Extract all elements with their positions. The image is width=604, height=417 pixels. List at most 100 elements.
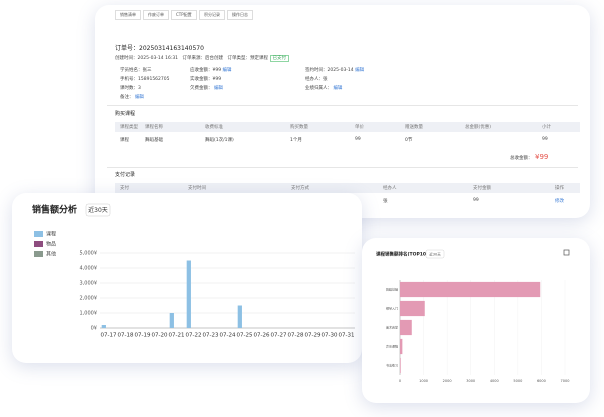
x-tick-label: 3000: [466, 379, 475, 383]
th: 课程类型: [120, 125, 138, 130]
ranking-card: 课程销售额排名(TOP10) 近30天 0 1000 2000 3000 4000 5000 6…: [362, 238, 590, 403]
ranking-chart: 课程销售额排名(TOP10) 近30天 0 1000 2000 3000 4000 5000 6…: [376, 249, 570, 383]
download-icon[interactable]: [563, 249, 570, 256]
x-tick-label: 07-18: [118, 333, 134, 339]
x-tick-label: 07-30: [322, 333, 338, 339]
y-tick-label: 0¥: [91, 326, 97, 332]
order-meta: 创建时间：2025-03-14 16:31 订单来源：后台创建 订单类型：预定课…: [115, 55, 289, 62]
total-label: 总收金额：: [510, 156, 533, 161]
y-tick-label: 3,000¥: [80, 281, 98, 287]
th: 总金额(优惠): [465, 125, 492, 130]
tab[interactable]: CTP配置: [171, 10, 197, 20]
info-value: 2025-03-14: [327, 68, 354, 73]
x-tick-label: 07-17: [101, 333, 117, 339]
y-tick-label: 1,000¥: [80, 311, 98, 317]
td: 99: [542, 137, 548, 142]
chart-title: 销售额分析: [32, 204, 77, 216]
status-tag: 已支付: [269, 55, 289, 62]
x-tick-label: 07-29: [305, 333, 321, 339]
bar: [101, 325, 106, 328]
info-value: ¥99: [212, 77, 222, 82]
info-link[interactable]: 编辑: [222, 68, 232, 73]
x-tick-label: 07-28: [288, 333, 304, 339]
tag-box: [85, 203, 111, 217]
x-tick-label: 6000: [537, 379, 546, 383]
tab[interactable]: 操作日志: [227, 10, 253, 20]
x-tick-label: 07-22: [186, 333, 202, 339]
info-link[interactable]: 编辑: [355, 68, 365, 73]
info-item: 欠费金额： 编辑: [190, 85, 223, 91]
bar: [400, 357, 401, 374]
td: 舞蹈基础: [145, 138, 163, 143]
info-label: 备注：: [120, 95, 134, 100]
info-item: 课时数：3: [120, 85, 141, 91]
x-tick-label: 07-23: [203, 333, 219, 339]
info-label: 学员姓名：: [120, 68, 143, 73]
td: 0节: [405, 138, 413, 143]
info-value: 张三: [142, 68, 152, 73]
legend-label: 课程: [46, 231, 56, 238]
th: 支付: [120, 186, 129, 191]
y-tick-label: 书法练习: [386, 363, 398, 368]
info-item: 应收金额：¥99 编辑: [190, 67, 232, 73]
x-tick-label: 4000: [490, 379, 499, 383]
bar: [400, 300, 425, 317]
bar: [400, 319, 412, 336]
th: 支付时间: [188, 186, 206, 191]
th: 支付方式: [291, 186, 309, 191]
divider: [107, 105, 578, 106]
order-card: 销售清单 作废订单 CTP配置 积分记录 操作日志订单号：202503141631405…: [95, 5, 590, 218]
tab[interactable]: 作废订单: [143, 10, 169, 20]
total-value: ¥99: [535, 153, 549, 161]
legend-label: 物品: [46, 241, 56, 248]
order-no: 订单号：20250314163140570: [115, 45, 204, 52]
x-tick-label: 07-27: [271, 333, 287, 339]
info-item: 手机号：15891562705: [120, 76, 170, 82]
th: 购买数量: [290, 125, 308, 130]
bar: [400, 281, 541, 298]
th: 经办人: [383, 186, 397, 191]
divider: [107, 167, 578, 168]
th: 单价: [355, 125, 364, 130]
bar: [169, 313, 174, 328]
y-tick-label: 钢琴入门: [386, 306, 398, 311]
td[interactable]: 修改: [555, 199, 564, 204]
bar: [400, 338, 403, 355]
sales-card: 销售额分析 近30天 课程 物品 其他 0¥ 1,000¥ 2,000¥ 3,000¥ 4,000…: [12, 193, 362, 363]
x-tick-label: 7000: [561, 379, 570, 383]
info-item: 实收金额：¥99: [190, 76, 221, 82]
info-value: 张: [323, 77, 328, 82]
info-label: 签约时间：: [305, 68, 328, 73]
section-title: 支付记录: [115, 172, 136, 178]
tag: 近30天: [429, 251, 441, 256]
info-item: 签约时间：2025-03-14 编辑: [305, 67, 364, 73]
y-tick-label: 舞蹈基础: [386, 287, 398, 292]
y-tick-label: 声乐课程: [386, 344, 398, 349]
th: 小计: [542, 125, 551, 130]
info-link[interactable]: 编辑: [213, 86, 223, 91]
info-label: 应收金额：: [190, 68, 213, 73]
info-link[interactable]: 编辑: [134, 95, 144, 100]
tab[interactable]: 销售清单: [115, 10, 141, 20]
th: 支付金额: [473, 186, 491, 191]
legend-swatch: [34, 241, 43, 247]
info-link[interactable]: 编辑: [333, 86, 343, 91]
x-tick-label: 07-25: [237, 333, 253, 339]
x-tick-label: 07-20: [152, 333, 168, 339]
bar: [237, 305, 242, 328]
th: 课程名称: [145, 125, 163, 130]
td: 舞蹈(1次/1课): [205, 138, 234, 143]
x-tick-label: 5000: [513, 379, 522, 383]
tab[interactable]: 积分记录: [199, 10, 225, 20]
td: 1个月: [290, 138, 302, 143]
x-tick-label: 07-21: [169, 333, 185, 339]
y-tick-label: 5,000¥: [80, 251, 98, 257]
chart-title: 课程销售额排名(TOP10): [376, 251, 428, 258]
tag: 近30天: [88, 206, 108, 214]
tag-box: [425, 249, 445, 259]
th: 操作: [555, 186, 564, 191]
info-label: 业绩归属人：: [305, 86, 332, 91]
info-label: 课时数：: [120, 86, 138, 91]
